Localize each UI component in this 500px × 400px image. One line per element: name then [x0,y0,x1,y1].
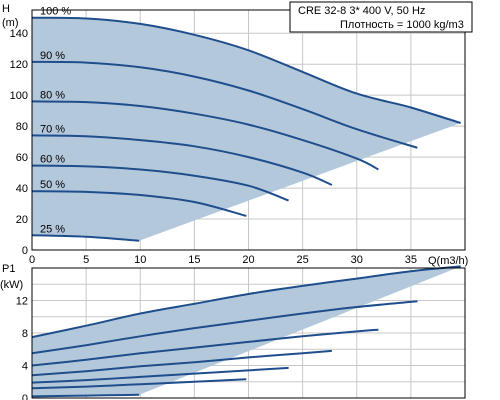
head-x-tick-label: 5 [83,254,89,266]
power-y-tick-label: 4 [22,361,28,373]
power-y-axis-label-line2: (kW) [0,279,23,291]
head-y-tick-label: 60 [16,152,28,164]
power-y-tick-label: 12 [16,296,28,308]
head-flow-chart: 100 % 90 % 80 % 70 % 60 % 50 % 25 % 0 5 10 15 20 25… [2,3,468,267]
head-y-tick-label: 120 [10,59,28,71]
pump-model-line: CRE 32-8 3* 400 V, 50 Hz [298,5,425,17]
curve-label-80-percent: 80 % [40,89,65,101]
head-y-tick-label: 0 [22,245,28,257]
power-curve-90-percent [31,300,418,355]
power-y-tick-label: 0 [22,393,28,400]
head-chart-frame [31,9,466,251]
head-y-axis-label-line2: (m) [2,17,19,29]
head-curve-90-percent [31,60,418,149]
power-curve-50-percent [31,378,247,390]
head-x-tick-label: 20 [242,254,254,266]
head-y-tick-label: 80 [16,121,28,133]
curve-label-70-percent: 70 % [40,123,65,135]
power-y-tick-label: 8 [22,328,28,340]
head-operating-area [32,17,461,241]
power-operating-area [32,266,461,397]
head-curve-25-percent [31,234,140,242]
head-y-axis-label-line1: H [2,3,10,15]
head-curve-100-percent [31,16,461,124]
power-curves [31,265,461,398]
head-x-tick-label: 30 [351,254,363,266]
head-x-tick-label: 35 [405,254,417,266]
head-curve-50-percent [31,190,247,217]
curve-label-100-percent: 100 % [40,6,71,18]
power-operating-area-fill [32,266,461,397]
curve-label-50-percent: 50 % [40,179,65,191]
head-x-tick-label: 25 [297,254,309,266]
curve-label-25-percent: 25 % [40,223,65,235]
power-flow-chart: 0 4 8 12 P1 (kW) [0,263,466,400]
head-x-tick-label: 15 [188,254,200,266]
head-ticks: 0 5 10 15 20 25 30 35 0 20 40 60 80 100 120 140 [10,28,417,266]
head-x-tick-label: 0 [29,254,35,266]
head-y-tick-label: 140 [10,28,28,40]
head-operating-area-fill [32,17,461,241]
power-y-axis-label-line1: P1 [2,263,15,275]
head-y-tick-label: 20 [16,214,28,226]
power-curve-25-percent [31,393,140,398]
head-x-axis-label: Q(m3/h) [428,255,468,267]
power-curve-60-percent [31,366,289,384]
head-y-tick-label: 100 [10,90,28,102]
head-curve-60-percent [31,164,289,202]
head-curve-labels: 100 % 90 % 80 % 70 % 60 % 50 % 25 % [40,6,71,236]
curve-label-60-percent: 60 % [40,154,65,166]
power-curve-100-percent [31,265,461,339]
power-chart-frame [31,267,466,399]
power-ticks: 0 4 8 12 [16,296,28,400]
curve-label-90-percent: 90 % [40,50,65,62]
head-curve-80-percent [31,100,379,171]
power-curve-70-percent [31,349,332,377]
head-curve-70-percent [31,134,333,186]
head-y-tick-label: 40 [16,183,28,195]
pump-info-box: CRE 32-8 3* 400 V, 50 Hz Плотность = 100… [289,1,473,33]
power-curve-80-percent [31,328,379,367]
head-x-tick-label: 10 [134,254,146,266]
density-line: Плотность = 1000 kg/m3 [340,19,464,31]
head-curves [31,16,461,242]
